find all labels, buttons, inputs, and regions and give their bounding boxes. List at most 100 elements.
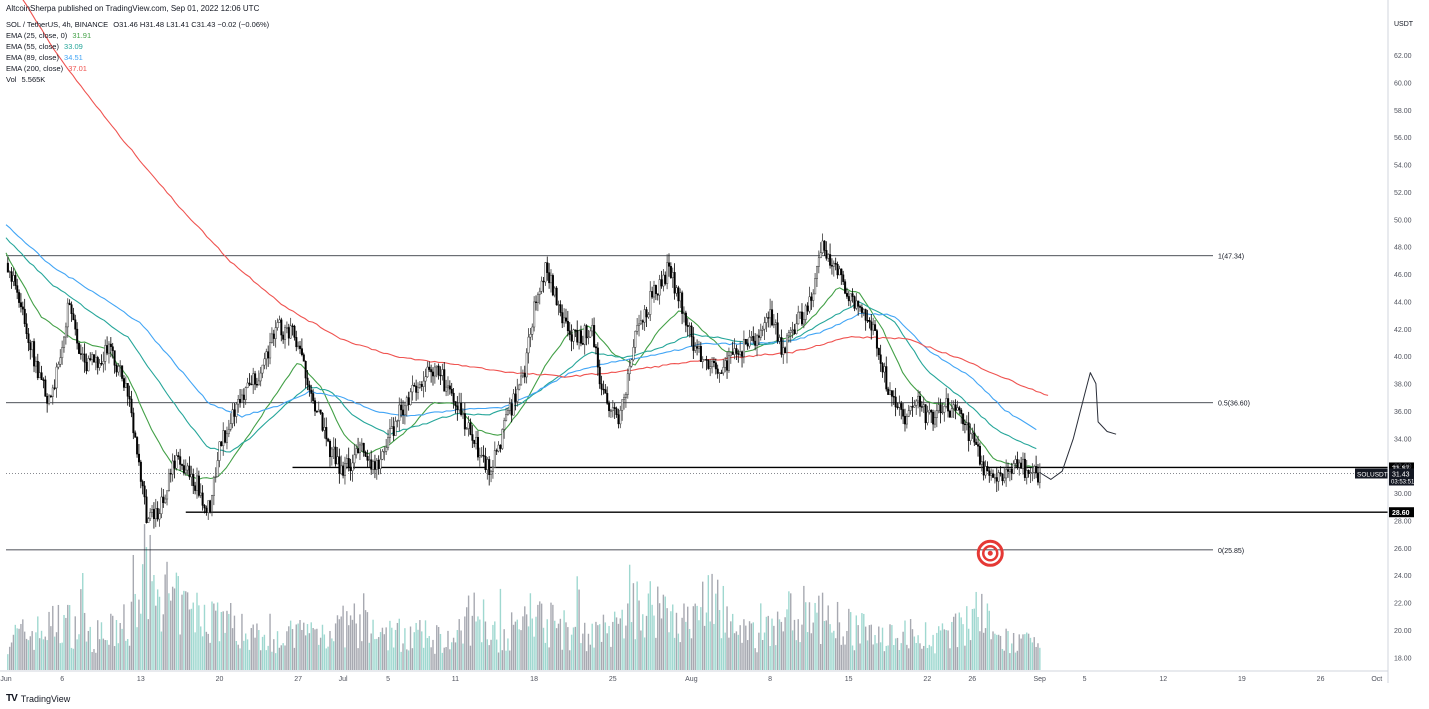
volume-bar: [93, 649, 95, 670]
volume-bar: [874, 635, 876, 670]
volume-bar: [812, 622, 814, 670]
candle-body: [643, 309, 646, 323]
candle-body: [673, 272, 676, 294]
candle-body: [402, 409, 405, 416]
volume-bar: [123, 604, 125, 670]
volume-bar: [106, 640, 108, 670]
candle-body: [580, 330, 583, 344]
volume-bar: [149, 534, 151, 670]
volume-bar: [437, 626, 440, 670]
volume-bar: [53, 636, 56, 670]
volume-bar: [713, 623, 715, 670]
candle-body: [505, 414, 508, 421]
candle-body: [61, 347, 64, 359]
tradingview-brand[interactable]: TV TradingView: [6, 693, 70, 704]
volume-bar: [544, 642, 547, 670]
volume-bar: [374, 639, 376, 670]
volume-bar: [696, 605, 698, 670]
candle-body: [488, 459, 491, 475]
candle-body: [1025, 470, 1028, 478]
volume-bar: [675, 612, 678, 670]
candle-body: [844, 281, 847, 294]
candle-body: [124, 383, 127, 388]
volume-bar: [565, 622, 567, 670]
candle-body: [33, 341, 36, 367]
ema55-legend[interactable]: EMA (55, close) 33.09: [6, 42, 83, 52]
candle-body: [1018, 462, 1021, 468]
candle-body: [497, 444, 500, 452]
ema-line[interactable]: [5, 224, 1037, 431]
candle-body: [282, 334, 285, 340]
ema-line[interactable]: [5, 237, 1037, 453]
volume-bar: [276, 631, 279, 670]
volume-legend[interactable]: Vol 5.565K: [6, 75, 45, 85]
candle-body: [806, 305, 809, 312]
volume-bar: [241, 613, 243, 670]
volume-bar: [244, 633, 247, 670]
volume-bar: [921, 648, 923, 670]
volume-bar: [61, 642, 63, 670]
y-tick-label: 26.00: [1394, 546, 1412, 553]
candle-body: [469, 422, 472, 435]
candle-body: [233, 409, 236, 417]
volume-bar: [430, 647, 432, 670]
candle-body: [971, 432, 974, 435]
candle-body: [750, 336, 753, 338]
volume-bar: [966, 606, 968, 670]
volume-bar: [346, 611, 348, 670]
ema-lines: [5, 0, 1049, 480]
ema25-legend[interactable]: EMA (25, close, 0) 31.91: [6, 31, 91, 41]
candle-body: [969, 433, 972, 441]
candle-body: [561, 312, 564, 324]
candle-body: [484, 455, 487, 470]
volume-bar: [42, 639, 45, 670]
volume-bar: [924, 622, 927, 670]
volume-bar: [593, 647, 595, 670]
ema89-legend[interactable]: EMA (89, close) 34.51: [6, 53, 83, 63]
volume-bar: [325, 648, 327, 670]
candle-body: [362, 442, 365, 453]
ema200-legend[interactable]: EMA (200, close) 37.01: [6, 64, 87, 74]
ema-line[interactable]: [6, 0, 1049, 396]
candle-body: [418, 384, 421, 388]
candle-body: [1035, 466, 1038, 474]
volume-bar: [1027, 633, 1030, 670]
candle-body: [360, 442, 363, 446]
projection-path[interactable]: [1039, 372, 1117, 480]
volume-bar: [990, 639, 992, 670]
volume-bar: [436, 625, 438, 670]
volume-bar: [535, 616, 537, 670]
volume-bar: [576, 576, 578, 670]
candle-body: [763, 322, 766, 330]
bar-countdown-label: 03:53:51: [1391, 479, 1415, 485]
candle-body: [435, 365, 438, 368]
volume-bar: [370, 633, 372, 670]
volume-bar: [452, 637, 455, 670]
volume-bar: [181, 594, 183, 670]
volume-bar: [336, 615, 339, 670]
candle-body: [801, 311, 804, 325]
volume-bar: [647, 593, 650, 670]
level-price-label: 28.60: [1392, 510, 1410, 517]
volume-bar: [46, 640, 48, 670]
candle-body: [164, 498, 167, 503]
volume-bar: [173, 588, 176, 670]
x-tick-label: Oct: [1371, 676, 1382, 683]
volume-bar: [625, 625, 627, 670]
volume-bar: [357, 648, 359, 670]
volume-bar: [434, 653, 436, 670]
candle-body: [694, 346, 697, 351]
candle-body: [795, 323, 798, 334]
candle-body: [851, 293, 854, 297]
volume-bar: [748, 621, 751, 670]
volume-bar: [833, 630, 835, 670]
candle-body: [812, 293, 815, 301]
candle-body: [344, 463, 347, 476]
target-icon[interactable]: [976, 539, 1004, 567]
ema-line[interactable]: [5, 252, 1037, 480]
candle-body: [321, 412, 324, 431]
candle-body: [325, 427, 328, 440]
candle-body: [645, 309, 648, 318]
candle-body: [263, 358, 266, 366]
